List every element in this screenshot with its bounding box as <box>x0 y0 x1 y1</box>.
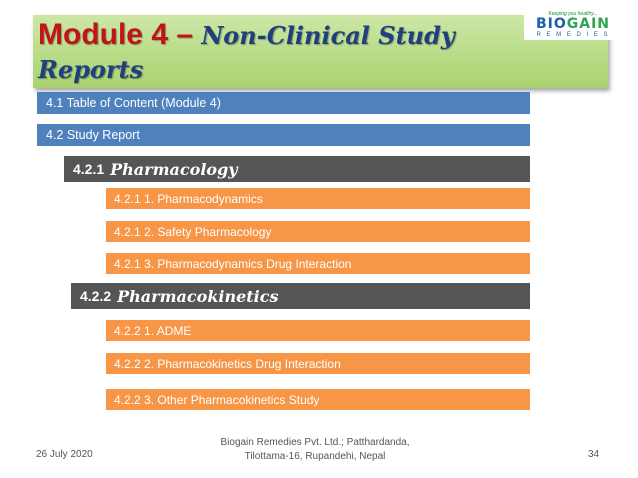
section-pharmacokinetics: 4.2.2 Pharmacokinetics <box>71 283 530 309</box>
footer-page-number: 34 <box>588 449 600 460</box>
logo-name-b: GAIN <box>566 16 611 32</box>
footer-date: 26 July 2020 <box>36 449 93 460</box>
pharmacokinetics-item-3: 4.2.2 3. Other Pharmacokinetics Study <box>106 389 530 410</box>
title-prefix: Module 4 – <box>38 18 202 51</box>
toc-item-4-1: 4.1 Table of Content (Module 4) <box>37 92 530 114</box>
footer-organization: Biogain Remedies Pvt. Ltd.; Patthardanda… <box>210 436 420 464</box>
logo-tagline: Keeping you healthy... <box>548 11 598 17</box>
section-pharmacology-num: 4.2.1 <box>73 161 105 177</box>
section-pharmacology: 4.2.1 Pharmacology <box>64 156 530 182</box>
logo-name: BIOGAIN <box>524 16 622 32</box>
pharmacology-item-3: 4.2.1 3. Pharmacodynamics Drug Interacti… <box>106 253 530 274</box>
title-banner <box>33 15 608 88</box>
title-italic: Non-Clinical Study Reports <box>38 21 455 84</box>
toc-item-4-2: 4.2 Study Report <box>37 124 530 146</box>
biogain-logo: Keeping you healthy... BIOGAIN R E M E D… <box>524 10 622 40</box>
section-pharmacokinetics-num: 4.2.2 <box>80 288 112 304</box>
section-pharmacology-label: Pharmacology <box>110 159 238 179</box>
slide-title: Module 4 – Non-Clinical Study Reports <box>38 18 518 86</box>
footer-org-line2: Tilottama-16, Rupandehi, Nepal <box>244 451 386 462</box>
footer-org-line1: Biogain Remedies Pvt. Ltd.; Patthardanda… <box>220 437 410 448</box>
logo-name-a: BIO <box>535 16 567 32</box>
logo-sub: R E M E D I E S <box>536 32 610 38</box>
pharmacokinetics-item-2: 4.2.2 2. Pharmacokinetics Drug Interacti… <box>106 353 530 374</box>
pharmacology-item-1: 4.2.1 1. Pharmacodynamics <box>106 188 530 209</box>
pharmacology-item-2: 4.2.1 2. Safety Pharmacology <box>106 221 530 242</box>
section-pharmacokinetics-label: Pharmacokinetics <box>117 286 279 306</box>
pharmacokinetics-item-1: 4.2.2 1. ADME <box>106 320 530 341</box>
